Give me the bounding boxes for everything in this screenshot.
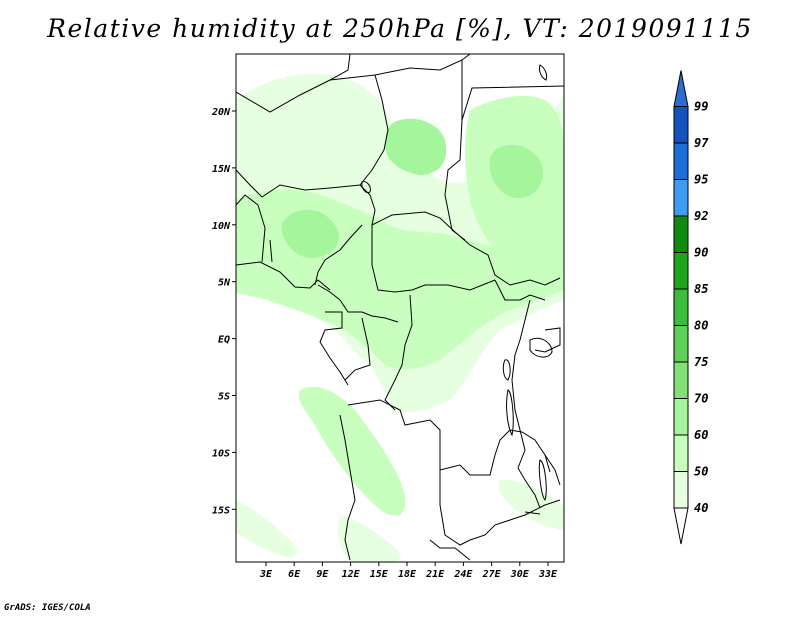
colorbar-segment [673, 179, 689, 217]
colorbar-label: 50 [694, 465, 708, 479]
lon-tick-label: 30E [510, 569, 530, 580]
colorbar-label: 40 [694, 501, 708, 515]
colorbar-segment [673, 398, 689, 436]
lon-tick-label: 18E [398, 569, 417, 580]
credit-text: GrADS: IGES/COLA [4, 603, 91, 613]
colorbar-segment [673, 142, 689, 180]
lon-tick-label: 33E [538, 569, 558, 580]
colorbar-label: 90 [694, 246, 708, 260]
colorbar-label: 99 [694, 100, 708, 114]
lon-tick-label: 27E [482, 569, 502, 580]
latitude-axis: 20N 15N 10N 5N EQ 5S 10S 15S [211, 107, 236, 516]
colorbar-segment [673, 325, 689, 363]
colorbar-segment [673, 106, 689, 144]
colorbar-label: 85 [694, 282, 708, 296]
colorbar-label: 97 [694, 136, 709, 150]
colorbar-label: 70 [694, 392, 708, 406]
colorbar-label: 75 [694, 355, 708, 369]
colorbar-label: 80 [694, 319, 708, 333]
colorbar: 40 50 60 70 75 80 85 90 92 95 97 99 [673, 70, 709, 545]
lat-tick-label: 5S [218, 392, 230, 403]
colorbar-label: 95 [694, 173, 708, 187]
colorbar-segment [673, 471, 689, 509]
lon-tick-label: 9E [316, 569, 329, 580]
colorbar-label: 92 [694, 209, 708, 223]
lon-tick-label: 6E [288, 569, 301, 580]
longitude-axis: 3E 6E 9E 12E 15E 18E 21E 24E 27E 30E 33E [259, 562, 558, 580]
lon-tick-label: 15E [370, 569, 389, 580]
lat-tick-label: 20N [211, 107, 231, 118]
colorbar-segment [673, 252, 689, 290]
lat-tick-label: 10S [212, 448, 230, 459]
lon-tick-label: 21E [425, 569, 445, 580]
humidity-field [236, 54, 564, 562]
colorbar-segment [673, 434, 689, 472]
lat-tick-label: 15S [212, 505, 230, 516]
colorbar-segment [673, 288, 689, 326]
lat-tick-label: 15N [212, 164, 231, 175]
lakes [361, 64, 553, 515]
colorbar-segment [673, 361, 689, 399]
colorbar-upper-arrow [673, 70, 689, 107]
colorbar-label: 60 [694, 428, 708, 442]
lat-tick-label: 10N [212, 221, 231, 232]
colorbar-segment [673, 215, 689, 253]
lon-tick-label: 3E [259, 569, 273, 580]
lat-tick-label: 5N [218, 278, 231, 289]
map-title: Relative humidity at 250hPa [%], VT: 201… [47, 14, 753, 43]
colorbar-lower-arrow [673, 507, 689, 545]
country-borders [236, 54, 564, 561]
lon-tick-label: 24E [453, 569, 473, 580]
map-frame [235, 53, 565, 563]
lat-tick-label: EQ [218, 335, 230, 346]
lon-tick-label: 12E [342, 569, 361, 580]
